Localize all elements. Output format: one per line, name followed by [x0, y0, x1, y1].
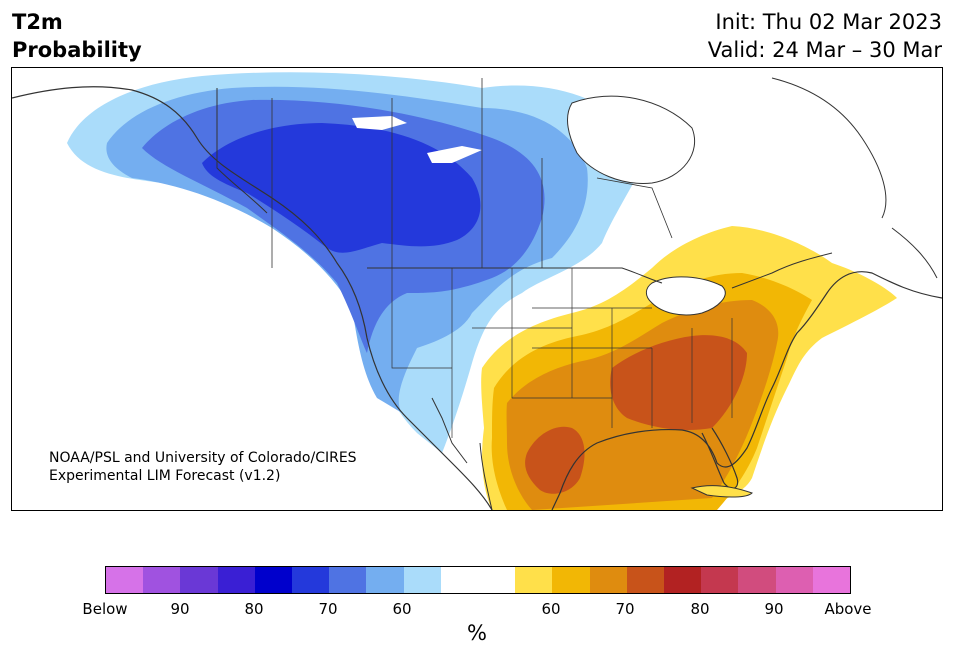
- colorbar-tick-label: 90: [764, 600, 784, 618]
- colorbar-segment: [292, 567, 330, 593]
- colorbar-segment: [552, 567, 590, 593]
- lake-winnipeg: [352, 116, 407, 130]
- probability-map: [11, 67, 943, 511]
- colorbar-tick-label: 60: [541, 600, 561, 618]
- colorbar-tick-label: 90: [170, 600, 190, 618]
- colorbar-segment: [143, 567, 181, 593]
- valid-period: Valid: 24 Mar – 30 Mar: [707, 38, 942, 62]
- colorbar-segment: [180, 567, 218, 593]
- colorbar-tick-label: 80: [690, 600, 710, 618]
- cuba: [690, 485, 753, 498]
- colorbar-segment: [254, 567, 293, 593]
- greenland-coast: [771, 77, 938, 279]
- colorbar-tick-label: Below: [82, 600, 128, 618]
- region-orange-90: [525, 335, 747, 494]
- colorbar-segment: [701, 567, 739, 593]
- colorbar-segment: [478, 567, 516, 593]
- colorbar-tick-label: 80: [244, 600, 264, 618]
- colorbar-segment: [515, 567, 553, 593]
- colorbar-segment: [626, 567, 665, 593]
- alaska-border: [216, 88, 268, 214]
- forecast-dates: Init: Thu 02 Mar 2023 Valid: 24 Mar – 30…: [708, 8, 942, 64]
- coastline-east: [551, 271, 942, 510]
- credit-text: NOAA/PSL and University of Colorado/CIRE…: [49, 449, 357, 485]
- colorbar-segment: [775, 567, 813, 593]
- colorbar-segment: [106, 567, 144, 593]
- colorbar-tick-label: 60: [392, 600, 412, 618]
- colorbar-segment: [664, 567, 702, 593]
- title-type: Probability: [12, 38, 142, 62]
- colorbar-segment: [366, 567, 404, 593]
- hudson-bay: [566, 95, 696, 184]
- map-title: T2m Probability: [12, 8, 142, 64]
- colorbar-segment: [217, 567, 255, 593]
- colorbar-segment: [589, 567, 627, 593]
- map-svg: [12, 72, 942, 510]
- colorbar-tick-label: 70: [615, 600, 635, 618]
- colorbar-tick-label: Above: [824, 600, 872, 618]
- canada-provinces: [271, 78, 673, 268]
- colorbar-tick-label: 70: [318, 600, 338, 618]
- mexico-coast: [431, 397, 493, 510]
- colorbar-segment: [403, 567, 441, 593]
- colorbar-segment: [329, 567, 367, 593]
- credit-line-2: Experimental LIM Forecast (v1.2): [49, 468, 281, 484]
- great-slave-lake: [427, 146, 482, 163]
- us-canada-border: [367, 252, 833, 289]
- colorbar-segment: [440, 567, 479, 593]
- coastline-west: [12, 86, 493, 510]
- credit-line-1: NOAA/PSL and University of Colorado/CIRE…: [49, 450, 357, 466]
- colorbar: [105, 566, 851, 594]
- colorbar-unit-label: %: [467, 621, 487, 645]
- init-date: Init: Thu 02 Mar 2023: [715, 10, 942, 34]
- title-variable: T2m: [12, 10, 63, 34]
- great-lakes: [645, 276, 726, 316]
- us-states: [391, 268, 733, 438]
- colorbar-segment: [812, 567, 851, 593]
- colorbar-segment: [738, 567, 776, 593]
